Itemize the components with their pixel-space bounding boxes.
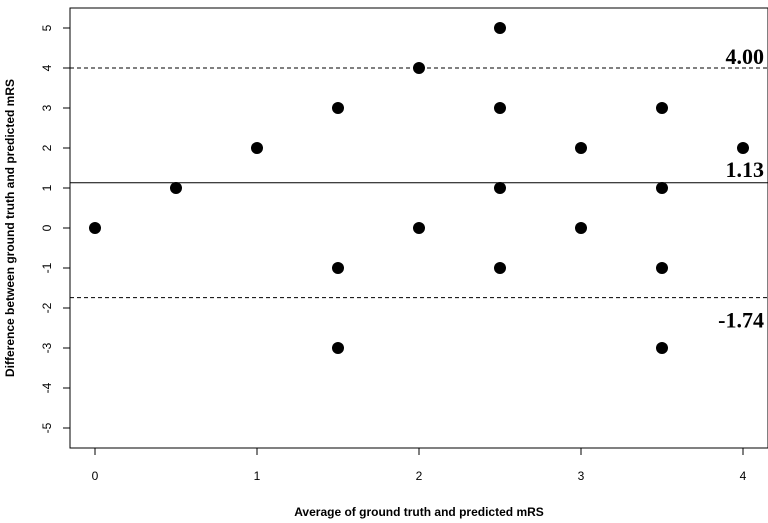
y-tick-label: 4 <box>40 64 54 71</box>
x-tick-label: 0 <box>92 469 99 483</box>
x-tick-label: 4 <box>740 469 747 483</box>
data-points <box>89 22 749 354</box>
data-point <box>170 182 182 194</box>
y-tick-label: -3 <box>40 342 54 353</box>
reference-line-label: 1.13 <box>726 157 765 182</box>
x-tick-label: 1 <box>254 469 261 483</box>
x-tick-label: 3 <box>578 469 585 483</box>
data-point <box>332 342 344 354</box>
data-point <box>656 102 668 114</box>
y-axis: 5 4 3 2 1 0 -1 -2 -3 -4 -5 <box>40 24 70 433</box>
x-tick-label: 2 <box>416 469 423 483</box>
reference-lines <box>70 67 768 299</box>
y-tick-label: -4 <box>40 382 54 393</box>
x-axis-title: Average of ground truth and predicted mR… <box>294 505 544 519</box>
y-tick-label: 0 <box>40 224 54 231</box>
data-point <box>413 222 425 234</box>
data-point <box>89 222 101 234</box>
data-point <box>413 62 425 74</box>
data-point <box>251 142 263 154</box>
reference-line-labels: 4.00 1.13 -1.74 <box>718 44 764 333</box>
y-axis-title: Difference between ground truth and pred… <box>3 79 17 377</box>
y-tick-label: 1 <box>40 184 54 191</box>
y-tick-label: -5 <box>40 422 54 433</box>
data-point <box>494 182 506 194</box>
reference-line-label: -1.74 <box>718 308 764 333</box>
data-point <box>494 262 506 274</box>
y-tick-label: -2 <box>40 302 54 313</box>
data-point <box>737 142 749 154</box>
y-tick-label: 2 <box>40 144 54 151</box>
reference-line-label: 4.00 <box>726 44 765 69</box>
data-point <box>332 262 344 274</box>
data-point <box>494 102 506 114</box>
y-tick-label: 3 <box>40 104 54 111</box>
data-point <box>656 342 668 354</box>
data-point <box>656 262 668 274</box>
data-point <box>575 142 587 154</box>
data-point <box>332 102 344 114</box>
x-axis: 0 1 2 3 4 <box>92 448 747 483</box>
data-point <box>494 22 506 34</box>
y-tick-label: 5 <box>40 24 54 31</box>
y-tick-label: -1 <box>40 262 54 273</box>
data-point <box>656 182 668 194</box>
data-point <box>575 222 587 234</box>
